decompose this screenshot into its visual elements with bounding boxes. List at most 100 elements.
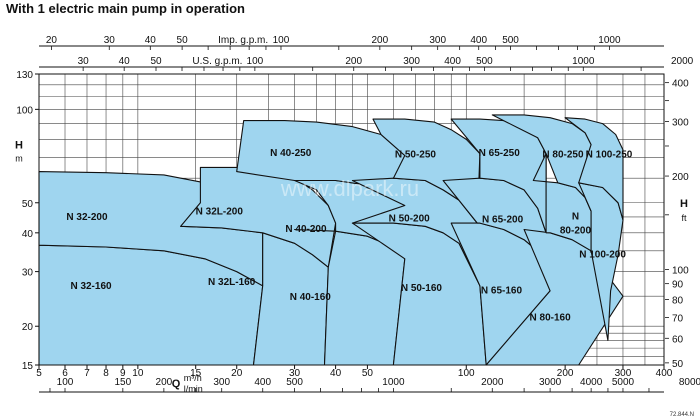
tick-label-imp-gpm: 1000 xyxy=(598,35,621,46)
tick-label-m3h: 200 xyxy=(557,368,574,379)
tick-label-m3h: 40 xyxy=(330,368,342,379)
region-label: N 40-160 xyxy=(290,292,332,303)
region-label: N 40-200 xyxy=(285,224,327,235)
region-label: N 65-250 xyxy=(479,148,521,159)
tick-label-lmin: 300 xyxy=(213,377,230,388)
region-layer xyxy=(38,114,624,366)
unit-m3h: m³/h xyxy=(184,373,202,383)
tick-label-h-m: 15 xyxy=(22,361,34,372)
region-label: N 65-200 xyxy=(482,214,524,225)
tick-label-lmin: 3000 xyxy=(539,377,562,388)
tick-label-lmin: 150 xyxy=(114,377,131,388)
tick-label-m3h: 5 xyxy=(36,368,42,379)
region-label: N 65-160 xyxy=(481,285,523,296)
tick-label-h-ft: 50 xyxy=(672,359,684,370)
tick-label-imp-gpm: 50 xyxy=(177,35,189,46)
tick-label-imp-gpm: 30 xyxy=(104,35,116,46)
tick-label-imp-gpm: 500 xyxy=(502,35,519,46)
tick-label-m3h: 6 xyxy=(62,368,68,379)
tick-label-imp-gpm: 40 xyxy=(145,35,157,46)
tick-label-lmin: 4000 xyxy=(580,377,603,388)
tick-label-imp-gpm: 100 xyxy=(273,35,290,46)
region-label: N 100-200 xyxy=(579,250,626,261)
tick-label-us-gpm: 2000 xyxy=(671,56,694,67)
tick-label-m3h: 20 xyxy=(231,368,243,379)
region-label: N 32L-200 xyxy=(196,207,244,218)
region-label: N 40-250 xyxy=(270,148,312,159)
tick-label-h-ft: 400 xyxy=(672,79,689,90)
tick-label-m3h: 7 xyxy=(84,368,90,379)
watermark: www.dlpark.ru xyxy=(280,176,419,201)
region-label: N 80-160 xyxy=(530,312,572,323)
tick-label-lmin: 200 xyxy=(156,377,173,388)
tick-label-us-gpm: 50 xyxy=(150,56,162,67)
tick-label-us-gpm: 40 xyxy=(119,56,131,67)
tick-label-m3h: 300 xyxy=(615,368,632,379)
region-label: N 32-200 xyxy=(66,212,108,223)
tick-label-m3h: 400 xyxy=(656,368,673,379)
tick-label-h-ft: 300 xyxy=(672,117,689,128)
tick-label-h-ft: 70 xyxy=(672,314,684,325)
tick-label-m3h: 50 xyxy=(362,368,374,379)
tick-label-h-ft: 80 xyxy=(672,296,684,307)
region-label: N 32-160 xyxy=(70,281,112,292)
tick-label-imp-gpm: 400 xyxy=(470,35,487,46)
h-axis-symbol-left: H xyxy=(15,139,23,151)
tick-label-h-m: 100 xyxy=(16,105,33,116)
tick-label-lmin: 2000 xyxy=(481,377,504,388)
tick-label-m3h: 8 xyxy=(103,368,109,379)
tick-label-lmin: 8000 xyxy=(679,377,700,388)
unit-h-ft: ft xyxy=(681,213,687,223)
unit-lmin: l/min xyxy=(184,384,203,394)
tick-label-h-ft: 200 xyxy=(672,172,689,183)
tick-label-us-gpm: 300 xyxy=(403,56,420,67)
tick-label-us-gpm: 400 xyxy=(444,56,461,67)
page-title: With 1 electric main pump in operation xyxy=(6,1,245,16)
q-axis-symbol: Q xyxy=(172,378,181,390)
tick-label-lmin: 400 xyxy=(254,377,271,388)
tick-label-lmin: 500 xyxy=(286,377,303,388)
tick-label-us-gpm: 30 xyxy=(78,56,90,67)
region-n-100-250 xyxy=(564,117,624,221)
region-label: N 32L-160 xyxy=(208,277,256,288)
tick-label-us-gpm: 1000 xyxy=(572,56,595,67)
tick-label-us-gpm: 200 xyxy=(345,56,362,67)
frame-layer xyxy=(38,73,665,366)
tick-label-m3h: 30 xyxy=(289,368,301,379)
plot-frame xyxy=(38,73,665,366)
region-label: N 50-200 xyxy=(389,214,431,225)
unit-us-gpm: U.S. g.p.m. xyxy=(192,56,242,67)
tick-label-h-m: 20 xyxy=(22,322,34,333)
tick-label-m3h: 100 xyxy=(458,368,475,379)
region-label: N 50-250 xyxy=(395,150,437,161)
tick-label-m3h: 10 xyxy=(132,368,144,379)
tick-label-h-m: 40 xyxy=(22,229,34,240)
region-label: N 80-250 xyxy=(542,150,584,161)
tick-label-h-m: 30 xyxy=(22,268,34,279)
tick-label-m3h: 15 xyxy=(190,368,202,379)
tick-label-h-m: 50 xyxy=(22,199,34,210)
tick-label-imp-gpm: 300 xyxy=(429,35,446,46)
label-layer: N 32-160 N 32-200 N 32L-160 N 32L-200 N 40-1… xyxy=(66,148,632,324)
tick-label-h-ft: 60 xyxy=(672,334,684,345)
tick-label-lmin: 100 xyxy=(57,377,74,388)
tick-label-lmin: 1000 xyxy=(382,377,405,388)
h-axis-symbol-right: H xyxy=(680,198,688,210)
unit-h-m: m xyxy=(15,153,23,163)
tick-label-h-ft: 90 xyxy=(672,280,684,291)
region-label: N 50-160 xyxy=(401,283,443,294)
tick-label-us-gpm: 500 xyxy=(476,56,493,67)
tick-label-h-m: 130 xyxy=(16,70,33,81)
tick-label-imp-gpm: 200 xyxy=(371,35,388,46)
tick-label-lmin: 5000 xyxy=(612,377,635,388)
tick-label-m3h: 9 xyxy=(120,368,126,379)
region-label: N 100-250 xyxy=(586,150,633,161)
region-label: N xyxy=(572,211,579,222)
tick-label-us-gpm: 100 xyxy=(247,56,264,67)
tick-label-h-ft: 100 xyxy=(672,265,689,276)
unit-imp-gpm: Imp. g.p.m. xyxy=(218,35,268,46)
figure-code: 72.844.N xyxy=(670,412,694,418)
region-label: 80-200 xyxy=(560,226,592,237)
